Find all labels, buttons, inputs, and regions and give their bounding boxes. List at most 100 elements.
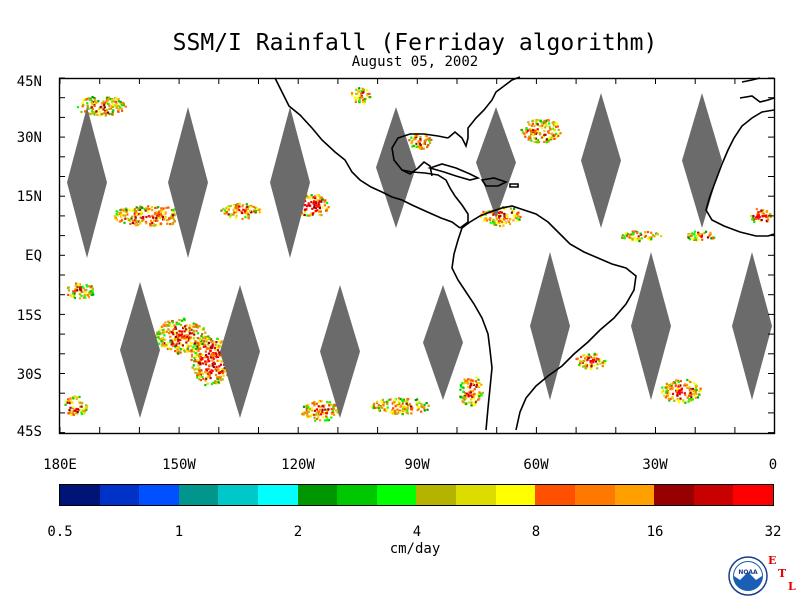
rain-cell [311, 413, 314, 416]
rain-cell [93, 113, 96, 116]
rain-cell [361, 91, 364, 94]
rain-cell [689, 399, 692, 402]
coastline-iberia [739, 95, 775, 103]
rain-cell [144, 220, 148, 224]
rain-cell [122, 210, 125, 213]
rain-cell [201, 357, 204, 360]
rain-cell [471, 393, 474, 396]
rain-cell [66, 398, 70, 401]
rain-cell [247, 214, 251, 217]
rain-cell [86, 106, 89, 109]
rain-cell [362, 99, 365, 102]
rain-cell [481, 391, 484, 394]
rain-cell [520, 129, 524, 132]
rain-cell [114, 100, 118, 103]
rain-cell [211, 346, 214, 349]
rain-cell [399, 405, 403, 408]
rain-cell [696, 235, 699, 238]
rain-cell [212, 352, 215, 356]
rain-cell [76, 408, 80, 411]
rain-cell [333, 404, 336, 407]
rain-cell [73, 295, 76, 298]
rain-cell [423, 407, 426, 410]
rain-cell [125, 210, 128, 213]
rain-cell [690, 393, 693, 396]
rain-cell [695, 392, 698, 396]
rain-cell [467, 401, 470, 404]
rain-cell [310, 409, 313, 412]
map-date: August 05, 2002 [351, 54, 479, 70]
rain-cell [489, 217, 492, 220]
rain-cell [78, 293, 81, 296]
rain-cell [396, 412, 399, 415]
rain-cell [756, 214, 759, 217]
rain-cell [127, 218, 130, 222]
rain-cell [90, 99, 93, 102]
rain-cell [469, 384, 473, 387]
rain-cell [701, 238, 704, 241]
rain-cell [480, 215, 483, 219]
rain-cell [220, 209, 223, 212]
rain-cell [323, 412, 326, 415]
rain-cell [522, 131, 525, 134]
rain-cell [135, 206, 138, 209]
rain-cell [423, 141, 426, 144]
rain-cell [587, 353, 590, 356]
rain-cell [85, 407, 88, 410]
rain-cell [586, 358, 589, 361]
rain-cell [217, 344, 220, 347]
rain-cell [387, 398, 391, 401]
rain-cell [165, 206, 168, 209]
rain-cell [164, 321, 167, 324]
rain-cell [544, 121, 547, 124]
rain-cell [184, 334, 187, 337]
rain-cell [80, 110, 83, 114]
rain-cell [119, 211, 122, 214]
rain-cell [525, 131, 528, 134]
rain-cell [470, 401, 473, 404]
rain-cell [761, 211, 764, 215]
rain-cell [245, 211, 248, 214]
rain-cell [79, 405, 82, 408]
rain-cell [381, 398, 384, 401]
rain-cell [380, 400, 383, 403]
rain-cell [77, 284, 80, 287]
rain-cell [751, 218, 754, 221]
rain-cell [360, 90, 363, 93]
rain-cell [688, 380, 691, 383]
colorbar-segment [416, 485, 457, 505]
rain-cell [115, 213, 118, 216]
rain-cell [129, 222, 132, 225]
colorbar-tick-label: 0.5 [47, 524, 73, 540]
rain-cell [67, 412, 70, 415]
rain-cell [467, 393, 470, 396]
rain-cell [635, 237, 638, 240]
map-title: SSM/I Rainfall (Ferriday algorithm) [172, 30, 658, 56]
rain-cell [130, 217, 133, 220]
rain-cell [479, 393, 482, 396]
rain-cell [165, 330, 168, 333]
rain-cell [318, 210, 321, 213]
rain-cell [467, 378, 470, 381]
rain-cell [684, 393, 687, 397]
rain-cell [477, 398, 480, 401]
rain-cell [470, 404, 473, 407]
rain-cell [219, 344, 222, 347]
rain-cell [164, 211, 167, 214]
rain-cell [157, 337, 161, 340]
rain-cell [201, 342, 204, 345]
rain-cell [487, 210, 490, 213]
rain-cell [530, 139, 533, 142]
rain-cell [91, 287, 94, 290]
rain-cell [512, 210, 515, 213]
rain-cell [194, 371, 197, 374]
rain-cell [463, 378, 466, 381]
rain-cell [671, 386, 675, 389]
rain-cell [385, 400, 388, 403]
rain-cell [215, 356, 218, 359]
rain-cell [667, 397, 670, 400]
rain-cell [173, 214, 176, 217]
rain-cell [330, 407, 333, 411]
rain-cell [366, 89, 369, 92]
rain-cell [510, 211, 513, 214]
